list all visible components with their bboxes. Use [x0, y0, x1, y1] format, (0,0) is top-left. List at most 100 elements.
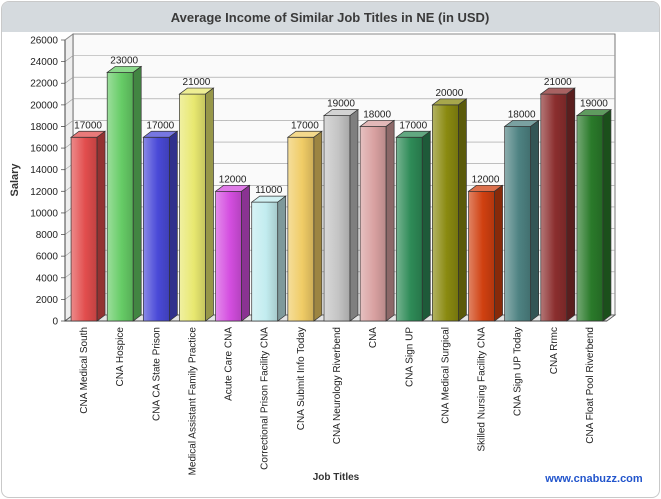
- bar-value-label: 21000: [544, 77, 572, 88]
- bar-side: [530, 119, 540, 322]
- bar-value-label: 12000: [219, 174, 247, 185]
- bars: 17000 23000 17000 21000 12000 11000 17000 19000…: [70, 55, 612, 322]
- bar: [575, 108, 612, 322]
- bar-side: [313, 130, 323, 322]
- x-tick-label: CNA Sign UP: [404, 327, 415, 387]
- bar-value-label: 19000: [327, 99, 355, 110]
- bar-front: [215, 190, 242, 322]
- x-tick-label: CNA Rrmc: [549, 327, 560, 374]
- x-tick-label: CNA: [368, 327, 379, 348]
- bar-front: [287, 136, 315, 322]
- bar-side: [602, 108, 612, 322]
- bar: [70, 130, 107, 322]
- bar-front: [395, 136, 423, 322]
- y-tick-label: 6000: [36, 252, 59, 263]
- bar-side: [205, 87, 214, 322]
- chart-title: Average Income of Similar Job Titles in …: [171, 10, 490, 25]
- bar-side: [168, 130, 178, 322]
- bar-front: [106, 72, 134, 322]
- bar: [286, 130, 323, 322]
- bar-value-label: 17000: [291, 120, 319, 131]
- bar: [395, 130, 432, 322]
- bar-side: [494, 184, 503, 322]
- x-tick-labels: CNA Medical South CNA Hospice CNA CA State…: [79, 327, 596, 476]
- bar: [539, 87, 576, 322]
- bar-value-label: 18000: [363, 109, 391, 120]
- bar-side: [421, 130, 431, 322]
- y-tick-label: 8000: [36, 230, 59, 241]
- bar-side: [241, 184, 250, 322]
- grid-line-side: [64, 76, 74, 84]
- bar-side: [458, 98, 467, 322]
- x-tick-label: CNA Neurology Riverbend: [332, 327, 343, 444]
- y-tick-label: 22000: [30, 79, 58, 90]
- y-tick-label: 12000: [30, 187, 58, 198]
- bar-front: [142, 136, 170, 322]
- x-tick-label: CNA Hospice: [115, 327, 126, 387]
- bar-value-label: 12000: [472, 174, 500, 185]
- bar: [322, 108, 360, 322]
- title-bar: [2, 2, 659, 32]
- bar-value-label: 17000: [146, 120, 174, 131]
- y-tick-label: 2000: [36, 295, 59, 306]
- bar-front: [323, 115, 351, 322]
- grid-line-side: [64, 55, 74, 62]
- x-tick-label: Acute Care CNA: [224, 327, 235, 401]
- bar: [503, 119, 540, 322]
- x-tick-label: CNA CA State Prison: [151, 327, 162, 421]
- y-tick-label: 4000: [36, 273, 59, 284]
- bar-side: [349, 108, 359, 322]
- bar-front: [359, 126, 387, 322]
- y-tick-label: 26000: [30, 36, 58, 47]
- bar-value-label: 17000: [74, 120, 102, 131]
- bar: [431, 98, 468, 322]
- bar-side: [566, 87, 576, 322]
- bar-value-label: 23000: [110, 55, 138, 66]
- x-tick-label: CNA Float Pool Riverbend: [585, 327, 596, 444]
- watermark-link[interactable]: www.cnabuzz.com: [544, 473, 643, 485]
- grid-line-side: [64, 33, 74, 41]
- bar: [250, 195, 287, 322]
- bar-front: [70, 136, 98, 322]
- bar-value-label: 19000: [580, 99, 608, 110]
- bar-value-label: 17000: [399, 120, 427, 131]
- bar-side: [277, 195, 287, 322]
- bar-value-label: 11000: [255, 185, 283, 196]
- bar-value-label: 20000: [435, 88, 463, 99]
- grid-line-side: [64, 120, 74, 127]
- y-axis: 0 2000 4000 6000 8000 10000 12000 14000 16000 180…: [30, 36, 607, 328]
- bar-value-label: 18000: [508, 109, 536, 120]
- bar-front: [504, 126, 532, 322]
- bar-side: [96, 130, 106, 322]
- y-tick-label: 18000: [30, 122, 58, 133]
- x-tick-label: CNA Medical South: [79, 327, 90, 414]
- y-tick-label: 14000: [30, 165, 58, 176]
- bar-front: [179, 93, 206, 322]
- bar-front: [540, 93, 568, 322]
- y-tick-label: 16000: [30, 144, 58, 155]
- bar-side: [132, 65, 142, 322]
- x-axis-label: Job Titles: [313, 472, 360, 483]
- bar-front: [468, 190, 495, 322]
- bar-side: [385, 119, 395, 322]
- bar: [359, 119, 396, 322]
- bar-front: [251, 201, 279, 322]
- grid-line-side: [64, 98, 74, 106]
- bar-front: [576, 115, 604, 322]
- x-tick-label: CNA Medical Surgical: [440, 327, 451, 424]
- bar: [106, 65, 143, 322]
- y-axis-label: Salary: [9, 163, 21, 197]
- x-tick-label: Medical Assistant Family Practice: [187, 327, 198, 476]
- x-tick-label: CNA Sign UP Today: [513, 327, 524, 416]
- bar-front: [432, 104, 459, 322]
- bar: [467, 184, 504, 322]
- x-tick-label: Skilled Nursing Facility CNA: [477, 327, 488, 452]
- bar: [214, 184, 251, 322]
- bar: [142, 130, 179, 322]
- y-tick-label: 20000: [30, 100, 58, 111]
- y-tick-label: 10000: [30, 208, 58, 219]
- y-tick-label: 24000: [30, 57, 58, 68]
- bar: [178, 87, 215, 322]
